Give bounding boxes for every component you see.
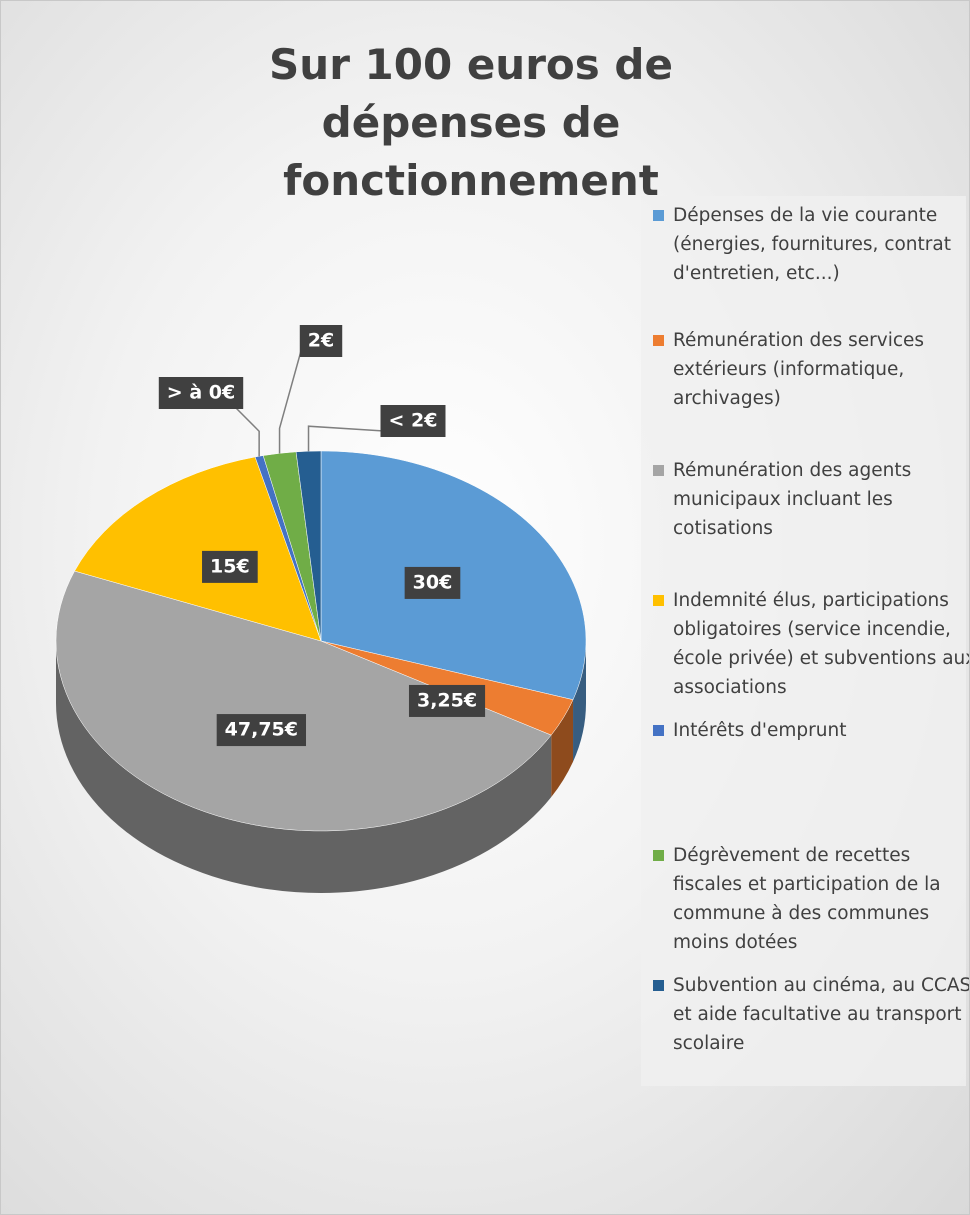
leader-line bbox=[230, 402, 260, 457]
legend-swatch bbox=[653, 725, 664, 736]
legend: Dépenses de la vie courante (énergies, f… bbox=[641, 196, 969, 1086]
slice-side bbox=[56, 641, 552, 893]
legend-label: Intérêts d'emprunt bbox=[673, 720, 847, 741]
label-box bbox=[380, 405, 446, 437]
leader-line bbox=[278, 350, 302, 454]
legend-item: Indemnité élus, participations obligatoi… bbox=[653, 586, 970, 702]
legend-label: Dégrèvement de recettes fiscales et part… bbox=[673, 845, 941, 953]
data-label: > à 0€ bbox=[167, 382, 235, 404]
chart-title: Sur 100 euros de dépenses de fonctionnem… bbox=[269, 40, 673, 205]
slice bbox=[74, 456, 322, 642]
legend-item: Subvention au cinéma, au CCAS et aide fa… bbox=[653, 971, 970, 1058]
legend-swatch bbox=[653, 210, 664, 221]
data-label: 3,25€ bbox=[417, 689, 477, 711]
legend-item: Intérêts d'emprunt bbox=[653, 716, 969, 745]
data-label: 47,75€ bbox=[225, 719, 298, 741]
legend-label: Subvention au cinéma, au CCAS et aide fa… bbox=[673, 975, 970, 1054]
data-label: 15€ bbox=[210, 555, 250, 577]
data-label: < 2€ bbox=[389, 410, 438, 432]
data-label: 30€ bbox=[413, 571, 453, 593]
legend-swatch bbox=[653, 850, 664, 861]
legend-swatch bbox=[653, 465, 664, 476]
label-box bbox=[158, 377, 244, 409]
legend-label: Dépenses de la vie courante (énergies, f… bbox=[673, 205, 951, 284]
legend-swatch bbox=[653, 335, 664, 346]
legend-item: Dégrèvement de recettes fiscales et part… bbox=[653, 841, 969, 957]
label-box bbox=[202, 550, 258, 583]
leader-line bbox=[307, 425, 384, 452]
legend-swatch bbox=[653, 595, 664, 606]
legend-item: Rémunération des services extérieurs (in… bbox=[653, 326, 969, 413]
legend-item: Dépenses de la vie courante (énergies, f… bbox=[653, 201, 969, 288]
slice bbox=[55, 570, 552, 832]
legend-label: Indemnité élus, participations obligatoi… bbox=[673, 590, 970, 698]
slice-side bbox=[551, 699, 574, 798]
label-box bbox=[216, 714, 307, 747]
legend-swatch bbox=[653, 980, 664, 991]
label-box bbox=[404, 566, 461, 599]
legend-label: Rémunération des services extérieurs (in… bbox=[673, 330, 925, 409]
label-box bbox=[299, 325, 343, 357]
legend-label: Rémunération des agents municipaux inclu… bbox=[673, 460, 912, 539]
label-box bbox=[408, 684, 486, 717]
legend-item: Rémunération des agents municipaux inclu… bbox=[653, 456, 969, 543]
data-label: 2€ bbox=[308, 330, 334, 352]
